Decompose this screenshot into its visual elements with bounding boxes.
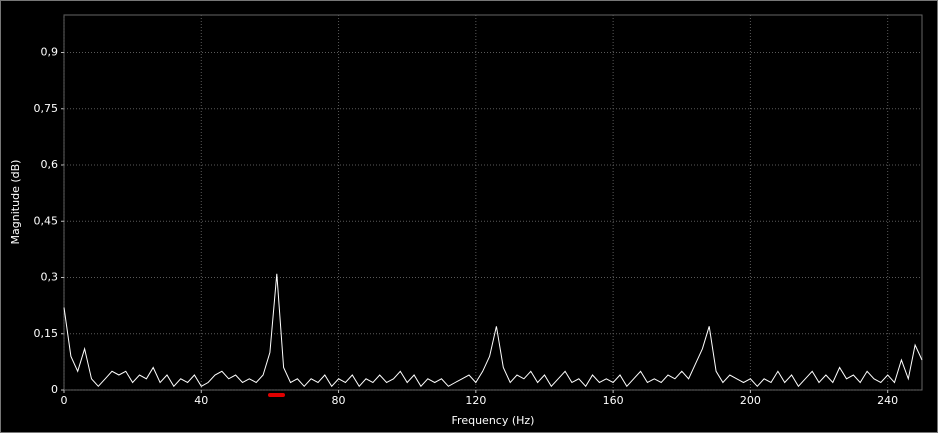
x-tick-label: 0	[61, 394, 68, 407]
x-tick-label: 120	[465, 394, 486, 407]
x-axis-label: Frequency (Hz)	[452, 414, 535, 427]
y-tick-label: 0,15	[34, 327, 59, 340]
y-axis-label: Magnitude (dB)	[9, 160, 22, 245]
y-tick-label: 0,75	[34, 102, 59, 115]
y-tick-label: 0,45	[34, 214, 59, 227]
y-tick-label: 0	[51, 383, 58, 396]
x-tick-label: 40	[194, 394, 208, 407]
y-tick-label: 0,3	[41, 271, 59, 284]
x-tick-label: 160	[603, 394, 624, 407]
x-tick-label: 240	[877, 394, 898, 407]
y-tick-label: 0,6	[41, 158, 59, 171]
x-tick-label: 200	[740, 394, 761, 407]
line-series	[63, 273, 923, 388]
plot-area	[63, 14, 923, 391]
marker	[268, 393, 285, 397]
x-tick-label: 80	[332, 394, 346, 407]
y-tick-label: 0,9	[41, 46, 59, 59]
